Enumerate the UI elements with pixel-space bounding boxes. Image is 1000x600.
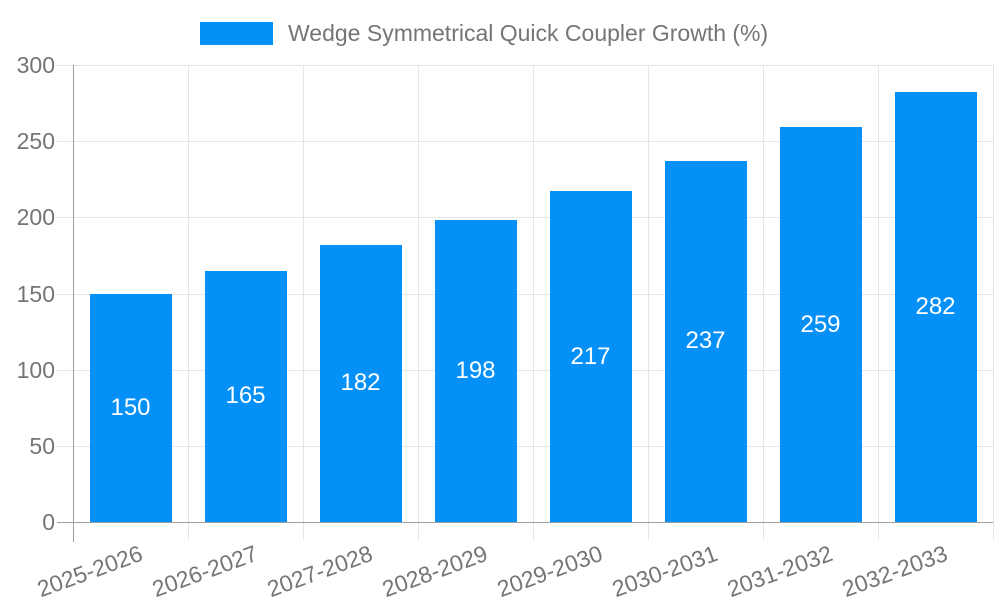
y-axis-tick-label: 300: [16, 52, 55, 78]
x-axis-tick-mark: [993, 522, 994, 540]
gridline-vertical: [188, 65, 189, 522]
bar-value-label: 182: [340, 369, 381, 397]
y-axis-tick-mark: [57, 217, 73, 219]
x-axis-tick-mark: [188, 522, 189, 540]
bar: 282: [894, 92, 977, 522]
y-axis-tick-label: 0: [42, 509, 55, 535]
bar-value-label: 165: [225, 382, 266, 410]
x-axis-tick-mark: [533, 522, 534, 540]
bar-value-label: 198: [455, 357, 496, 385]
x-axis-category-label: 2032-2033: [838, 540, 951, 600]
x-axis-category-label: 2030-2031: [608, 540, 721, 600]
bar: 217: [549, 191, 632, 522]
gridline-vertical: [763, 65, 764, 522]
bar: 198: [434, 220, 517, 522]
legend-swatch: [200, 22, 273, 45]
gridline-vertical: [993, 65, 994, 522]
gridline-vertical: [878, 65, 879, 522]
bar: 259: [779, 127, 862, 522]
x-axis-category-label: 2027-2028: [263, 540, 376, 600]
y-axis-tick-mark: [57, 293, 73, 295]
x-axis-tick-mark: [648, 522, 649, 540]
x-axis-tick-mark: [418, 522, 419, 540]
bar-value-label: 237: [685, 327, 726, 355]
y-axis-tick-mark: [57, 445, 73, 447]
gridline-vertical: [303, 65, 304, 522]
y-axis-tick-mark: [57, 369, 73, 371]
x-axis-category-label: 2028-2029: [378, 540, 491, 600]
x-axis-category-label: 2026-2027: [148, 540, 261, 600]
chart-legend: Wedge Symmetrical Quick Coupler Growth (…: [200, 20, 768, 47]
y-axis-line: [73, 65, 74, 522]
gridline-vertical: [533, 65, 534, 522]
gridline-vertical: [418, 65, 419, 522]
y-axis-tick-mark: [57, 65, 73, 66]
x-axis-tick-mark: [763, 522, 764, 540]
bar-value-label: 150: [110, 393, 151, 421]
bar-value-label: 282: [915, 293, 956, 321]
y-axis-tick-label: 150: [16, 280, 55, 307]
y-axis-tick-label: 100: [16, 356, 55, 383]
x-axis-category-label: 2031-2032: [723, 540, 836, 600]
bar-value-label: 259: [800, 310, 841, 338]
bar: 150: [89, 293, 172, 522]
x-axis-category-label: 2025-2026: [33, 540, 146, 600]
bar-value-label: 217: [570, 342, 611, 370]
x-axis-tick-mark: [303, 522, 304, 540]
legend-label: Wedge Symmetrical Quick Coupler Growth (…: [288, 20, 769, 46]
y-axis-tick-mark: [57, 141, 73, 143]
x-axis-tick-mark: [73, 522, 74, 542]
y-axis-tick-label: 250: [16, 128, 55, 155]
x-axis-tick-mark: [878, 522, 879, 540]
bar: 237: [664, 160, 747, 522]
x-axis-line: [57, 522, 993, 523]
bar: 182: [319, 244, 402, 522]
gridline-vertical: [648, 65, 649, 522]
y-axis-tick-label: 200: [16, 204, 55, 231]
bar: 165: [204, 270, 287, 522]
y-axis-tick-label: 50: [29, 432, 55, 459]
x-axis-category-label: 2029-2030: [493, 540, 606, 600]
